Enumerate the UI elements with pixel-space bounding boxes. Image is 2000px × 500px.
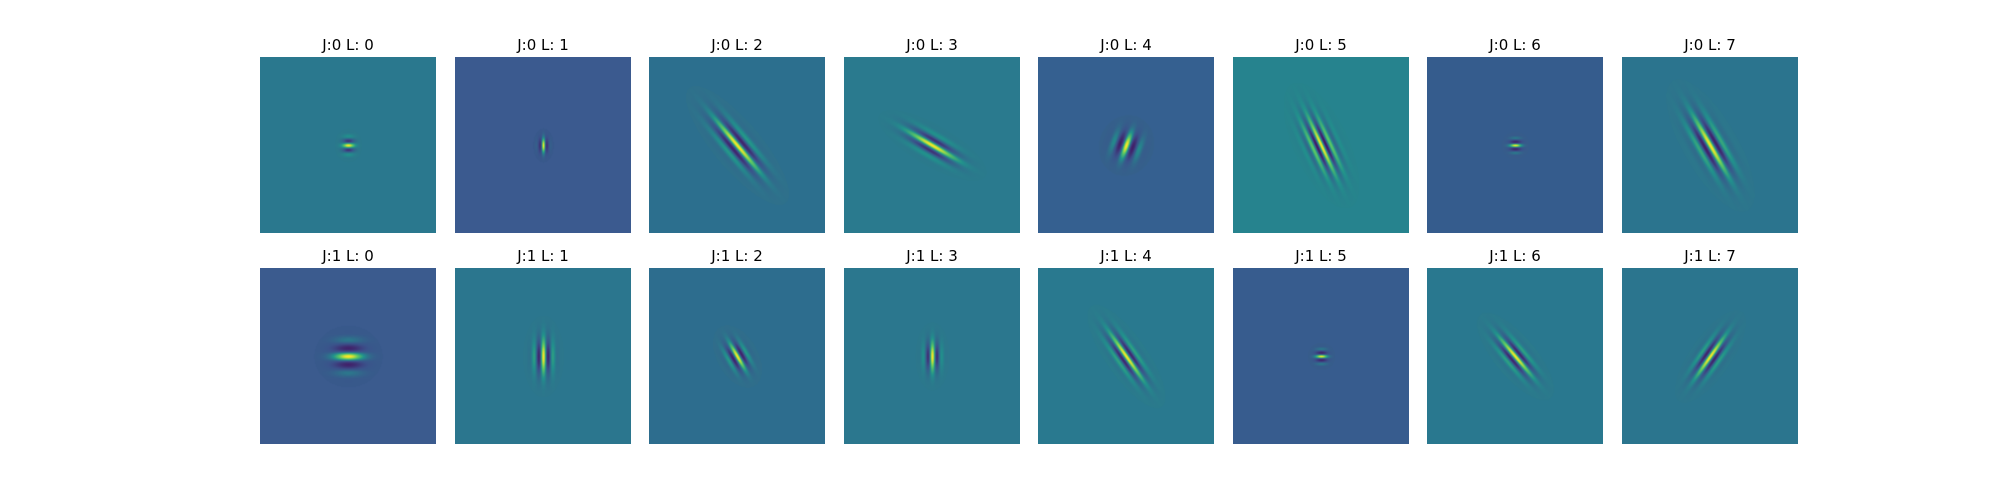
filter-panel: J:0 L: 6 bbox=[1427, 35, 1603, 233]
panel-title: J:0 L: 5 bbox=[1295, 36, 1347, 54]
gabor-filter-image bbox=[455, 268, 631, 444]
filter-panel: J:1 L: 0 bbox=[260, 246, 436, 444]
gabor-filter-image bbox=[455, 57, 631, 233]
filter-panel: J:0 L: 3 bbox=[844, 35, 1020, 233]
gabor-filter-image bbox=[1038, 57, 1214, 233]
panel-title: J:1 L: 0 bbox=[322, 247, 374, 265]
panel-title: J:0 L: 7 bbox=[1684, 36, 1736, 54]
gabor-filter-image bbox=[649, 268, 825, 444]
filter-panel: J:0 L: 7 bbox=[1622, 35, 1798, 233]
gabor-filter-image bbox=[1622, 268, 1798, 444]
panel-title: J:1 L: 2 bbox=[711, 247, 763, 265]
filter-panel: J:1 L: 7 bbox=[1622, 246, 1798, 444]
panel-title: J:1 L: 3 bbox=[906, 247, 958, 265]
panel-title: J:0 L: 4 bbox=[1100, 36, 1152, 54]
gabor-filter-image bbox=[260, 57, 436, 233]
filter-panel: J:0 L: 1 bbox=[455, 35, 631, 233]
panel-title: J:1 L: 4 bbox=[1100, 247, 1152, 265]
panel-title: J:0 L: 3 bbox=[906, 36, 958, 54]
gabor-filter-image bbox=[844, 57, 1020, 233]
filter-panel: J:1 L: 5 bbox=[1233, 246, 1409, 444]
panel-title: J:0 L: 2 bbox=[711, 36, 763, 54]
filter-panel: J:1 L: 3 bbox=[844, 246, 1020, 444]
panel-title: J:1 L: 5 bbox=[1295, 247, 1347, 265]
filter-panel: J:1 L: 2 bbox=[649, 246, 825, 444]
gabor-filter-image bbox=[844, 268, 1020, 444]
gabor-filter-image bbox=[1427, 268, 1603, 444]
panel-title: J:1 L: 1 bbox=[517, 247, 569, 265]
filter-panel: J:0 L: 2 bbox=[649, 35, 825, 233]
panel-title: J:0 L: 6 bbox=[1489, 36, 1541, 54]
filter-panel: J:0 L: 4 bbox=[1038, 35, 1214, 233]
gabor-filter-image bbox=[1233, 268, 1409, 444]
filter-panel: J:1 L: 1 bbox=[455, 246, 631, 444]
filter-panel: J:0 L: 0 bbox=[260, 35, 436, 233]
panel-title: J:1 L: 6 bbox=[1489, 247, 1541, 265]
filter-panel: J:1 L: 4 bbox=[1038, 246, 1214, 444]
filter-panel: J:1 L: 6 bbox=[1427, 246, 1603, 444]
gabor-filter-image bbox=[1038, 268, 1214, 444]
panel-title: J:1 L: 7 bbox=[1684, 247, 1736, 265]
gabor-filter-image bbox=[260, 268, 436, 444]
gabor-filter-image bbox=[1622, 57, 1798, 233]
gabor-filter-image bbox=[1427, 57, 1603, 233]
gabor-filter-image bbox=[1233, 57, 1409, 233]
panel-title: J:0 L: 0 bbox=[322, 36, 374, 54]
panel-title: J:0 L: 1 bbox=[517, 36, 569, 54]
gabor-filter-image bbox=[649, 57, 825, 233]
filter-panel: J:0 L: 5 bbox=[1233, 35, 1409, 233]
